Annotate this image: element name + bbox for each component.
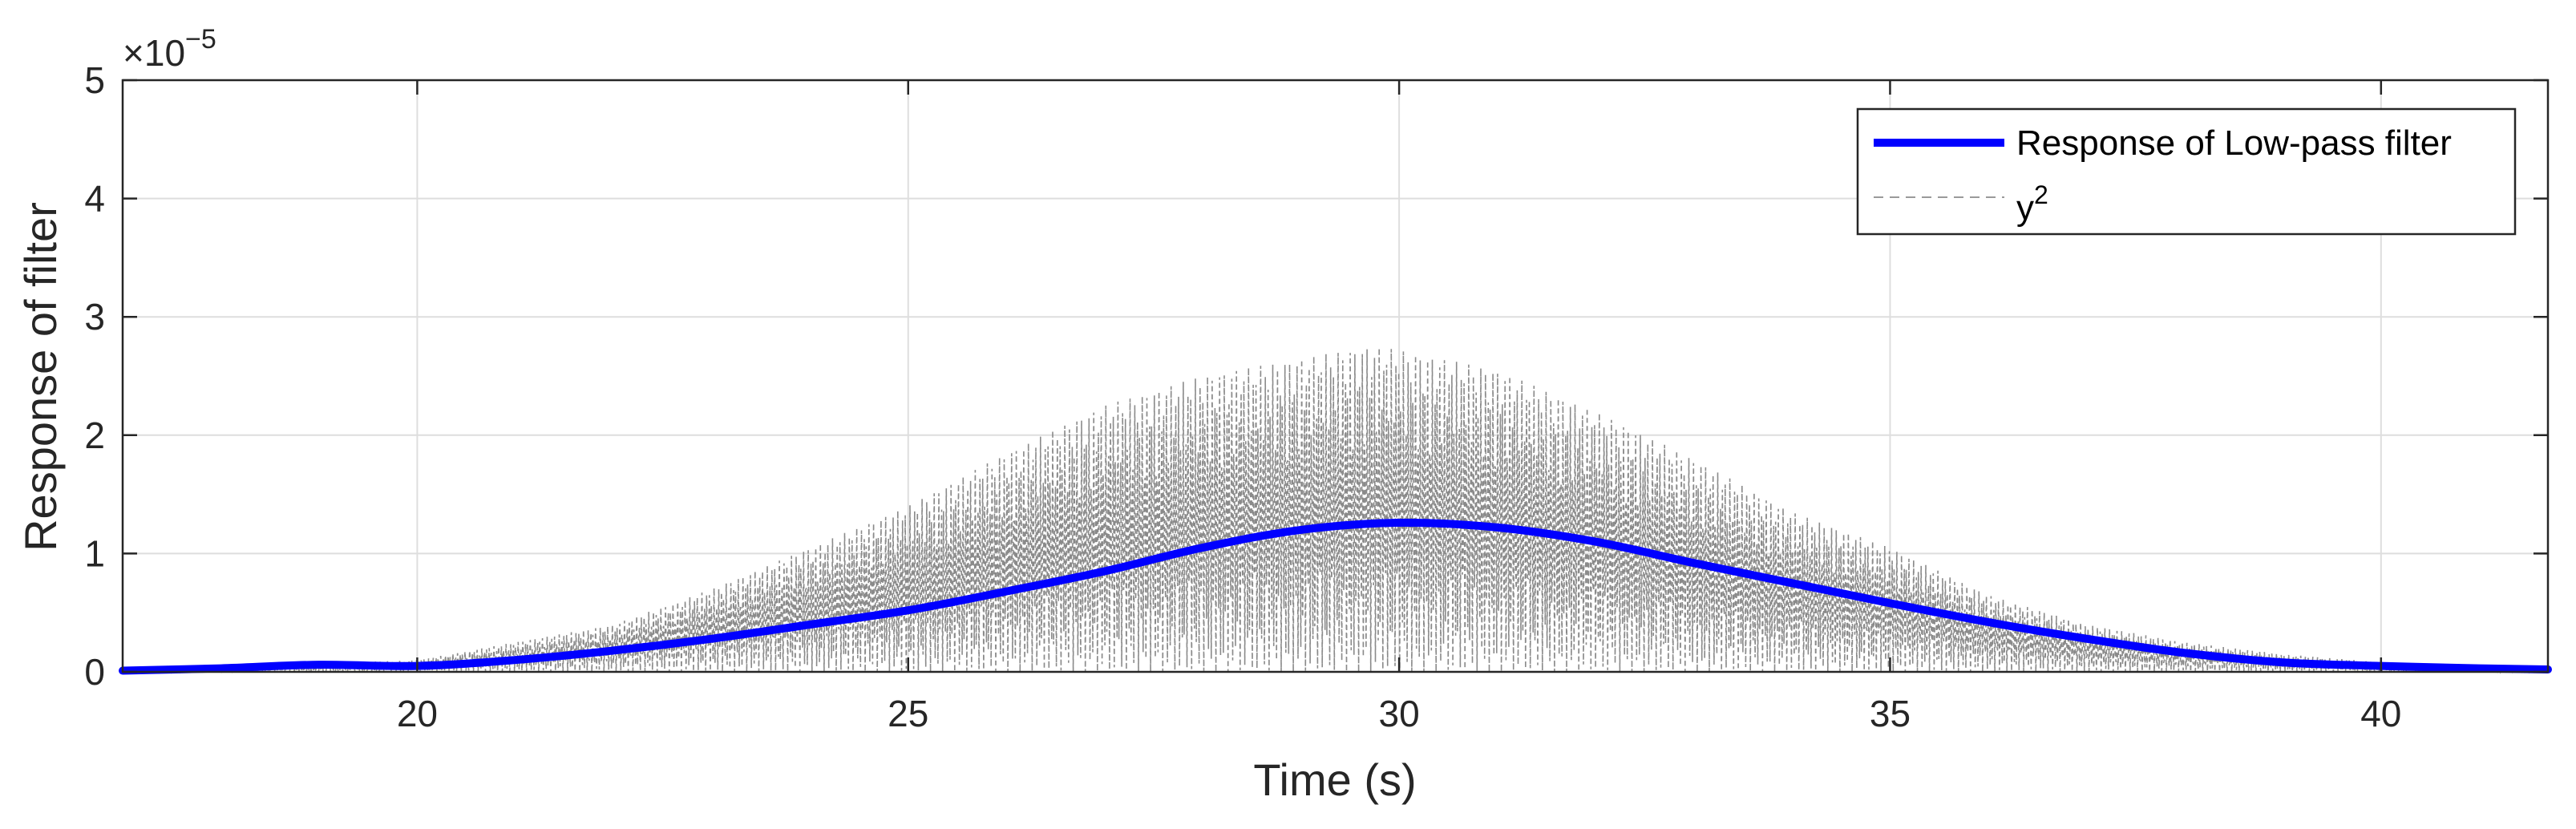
y-tick-labels: 0 1 2 3 4 5 bbox=[84, 59, 105, 693]
legend-label-y-squared: y2 bbox=[2016, 180, 2048, 228]
legend-label-y-squared-power: 2 bbox=[2034, 180, 2048, 209]
y-axis-label: Response of filter bbox=[15, 202, 66, 552]
y-tick-label: 3 bbox=[84, 296, 105, 338]
plot-frame bbox=[121, 79, 2550, 673]
x-tick-label: 35 bbox=[1870, 693, 1911, 734]
legend-label-lowpass: Response of Low-pass filter bbox=[2016, 123, 2452, 163]
y-tick-label: 0 bbox=[84, 651, 105, 693]
x-tick-label: 20 bbox=[397, 693, 438, 734]
y-exponent-base: ×10 bbox=[123, 32, 185, 74]
x-tick-label: 25 bbox=[888, 693, 928, 734]
y-tick-label: 5 bbox=[84, 59, 105, 101]
series-line-lowpass bbox=[119, 518, 2552, 675]
x-tick-label: 30 bbox=[1379, 693, 1420, 734]
y-tick-label: 2 bbox=[84, 414, 105, 456]
axis-ticks bbox=[123, 79, 2548, 673]
x-tick-label: 40 bbox=[2360, 693, 2401, 734]
y-tick-label: 4 bbox=[84, 178, 105, 220]
x-axis-label: Time (s) bbox=[1253, 754, 1416, 805]
y-exponent-label: ×10−5 bbox=[123, 24, 216, 74]
y-tick-label: 1 bbox=[84, 532, 105, 574]
legend: Response of Low-pass filter y2 bbox=[1856, 107, 2517, 236]
legend-box bbox=[1856, 107, 2517, 236]
legend-label-y-squared-base: y bbox=[2016, 188, 2034, 228]
y-exponent-power: −5 bbox=[185, 24, 216, 55]
x-tick-labels: 20 25 30 35 40 bbox=[397, 693, 2402, 734]
